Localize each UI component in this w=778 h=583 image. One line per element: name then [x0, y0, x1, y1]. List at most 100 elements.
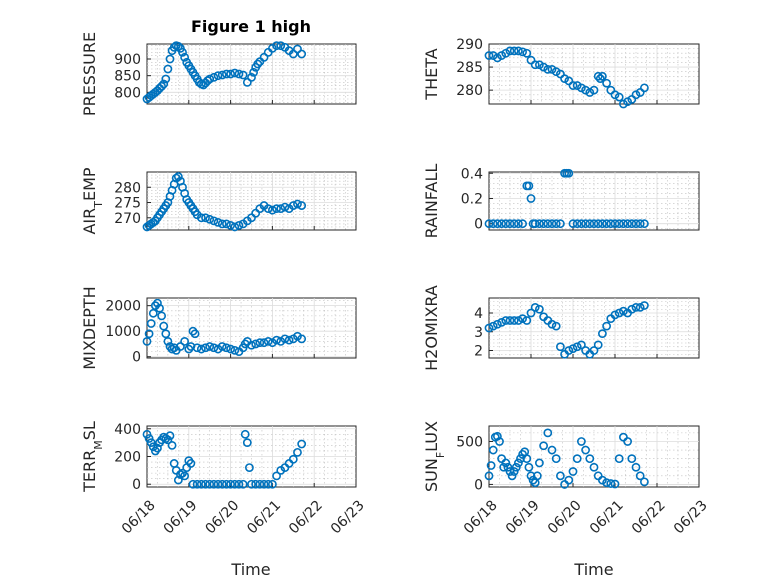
sun-flux-ylabel-part: LUX [422, 421, 441, 452]
rainfall-data-point [623, 219, 632, 229]
rainfall-data-point [524, 181, 534, 191]
terr-msl-data-point [144, 434, 154, 443]
rainfall-data-point [577, 219, 586, 229]
sun-flux-data-point [602, 478, 611, 488]
mixdepth-ylabel-part: MIXDEPTH [80, 286, 99, 369]
rainfall-data-point [547, 219, 557, 229]
mixdepth-data-point [153, 298, 162, 308]
pressure-data-point [180, 52, 190, 62]
pressure-ytick-label: 800 [114, 85, 141, 101]
mixdepth-data-point [190, 329, 200, 339]
h2omixra-data-point [640, 301, 649, 310]
air-temp-data-point [213, 217, 223, 227]
theta-data-point [568, 81, 578, 90]
rainfall-data-point [619, 219, 628, 229]
h2omixra-data-point [627, 304, 637, 314]
sun-flux-data-point [581, 445, 590, 455]
h2omixra-data-point [522, 316, 532, 325]
pressure-data-point [238, 70, 248, 80]
sun-flux-data-point [516, 454, 525, 464]
h2omixra-data-point [484, 323, 494, 333]
pressure-ytick-label: 900 [114, 52, 141, 68]
sun-flux-data-point [507, 471, 517, 481]
sun-flux-data-point [499, 462, 509, 472]
sun-flux-data-point [514, 458, 523, 468]
rainfall-data-point [589, 219, 599, 229]
sun-flux-data-point [547, 445, 557, 455]
sun-flux-data-point [524, 462, 534, 472]
theta-data-point [522, 48, 532, 58]
sun-flux-data-point [503, 462, 513, 472]
air-temp-ytick-label: 275 [114, 196, 141, 212]
subplot-mixdepth: 0 1000 2000 MIXDEPTH [80, 286, 357, 370]
pressure-data-point [222, 69, 231, 79]
mixdepth-data-point [192, 343, 202, 353]
terr-msl-ytick-label: 0 [132, 477, 141, 493]
rainfall-data-point [514, 219, 523, 229]
pressure-data-point [165, 54, 175, 64]
terr-msl-series [142, 429, 307, 489]
rainfall-data-point [530, 219, 540, 229]
h2omixra-data-point [492, 319, 502, 329]
pressure-data-point [234, 69, 244, 79]
terr-msl-data-point [259, 479, 269, 489]
h2omixra-data-point [614, 308, 624, 318]
mixdepth-data-point [263, 337, 273, 346]
terr-msl-data-point [163, 435, 173, 445]
mixdepth-data-point [255, 338, 265, 348]
air-temp-ytick-label: 270 [114, 211, 141, 227]
mixdepth-data-point [297, 334, 307, 344]
terr-msl-data-point [222, 479, 231, 489]
sun-flux-data-point [577, 437, 586, 446]
pressure-data-point [163, 64, 173, 74]
rainfall-data-point [614, 219, 624, 229]
h2omixra-data-point [568, 344, 578, 354]
h2omixra-data-point [610, 310, 620, 320]
rainfall-data-point [556, 219, 565, 229]
subplot-h2omixra: 2 3 4 H2OMIXRA [422, 285, 700, 371]
terr-msl-data-point [272, 471, 281, 481]
theta-ytick-label: 285 [456, 60, 483, 76]
rainfall-data-point [593, 219, 603, 229]
sun-flux-data-point [539, 441, 548, 451]
pressure-data-point [230, 68, 240, 78]
h2omixra-data-point [497, 317, 506, 327]
terr-msl-ylabel: TERRMSL [80, 421, 105, 493]
pressure-data-point [161, 74, 171, 84]
sun-flux-data-point [486, 461, 496, 470]
air-temp-ytick-label: 280 [114, 180, 141, 196]
h2omixra-data-point [551, 321, 561, 331]
sun-flux-data-point [505, 467, 515, 476]
air-temp-data-point [230, 222, 240, 232]
pressure-data-point [217, 70, 227, 80]
terr-msl-data-point [201, 479, 210, 489]
air-temp-data-point [226, 221, 235, 230]
h2omixra-data-point [530, 302, 540, 312]
h2omixra-data-point [572, 342, 582, 352]
h2omixra-ytick-label: 3 [474, 325, 483, 341]
sun-flux-data-point [606, 479, 616, 488]
rainfall-data-point [526, 194, 536, 203]
mixdepth-data-point [157, 311, 167, 321]
sun-flux-data-point [564, 475, 574, 485]
air-temp-data-point [263, 204, 273, 214]
h2omixra-data-point [556, 342, 565, 352]
rainfall-ylabel-part: RAINFALL [422, 164, 441, 239]
subplot-rainfall: 0 0.2 0.4 RAINFALL [422, 164, 700, 239]
sun-flux-data-point [522, 454, 532, 464]
rainfall-series [484, 168, 649, 229]
theta-ytick-label: 290 [456, 37, 483, 53]
mixdepth-data-point [176, 342, 185, 351]
rainfall-data-point [610, 219, 620, 229]
sun-flux-ylabel-part: SUN [422, 458, 441, 492]
theta-ylabel-part: THETA [422, 48, 441, 100]
sun-flux-data-point [568, 467, 578, 476]
theta-data-point [505, 46, 515, 56]
air-temp-ylabel-part: T [92, 201, 105, 209]
mixdepth-data-point [226, 344, 235, 354]
pressure-data-point [276, 41, 286, 51]
sun-flux-data-point [556, 471, 565, 481]
h2omixra-data-point [631, 302, 641, 312]
sun-flux-data-point [551, 454, 561, 464]
rainfall-data-point [501, 219, 511, 229]
